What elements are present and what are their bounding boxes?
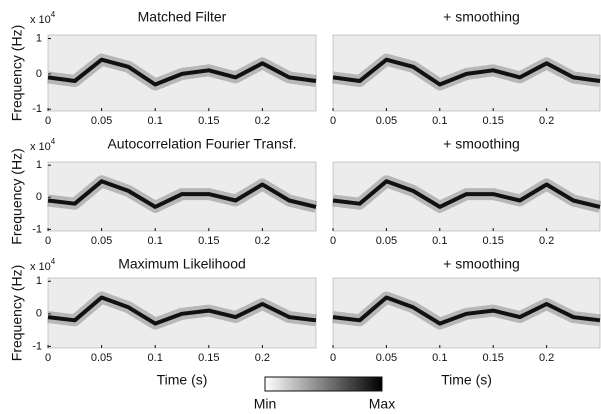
x-tick-label: 0.15 bbox=[198, 235, 219, 247]
x-tick-label: 0.2 bbox=[539, 352, 554, 364]
x-tick-label: 0.15 bbox=[482, 352, 503, 364]
x-tick-label: 0.05 bbox=[91, 115, 112, 127]
panel-title: + smoothing bbox=[443, 256, 520, 272]
axis-multiplier: x 104 bbox=[30, 137, 56, 153]
x-tick-label: 0.15 bbox=[482, 115, 503, 127]
y-tick-label: 0 bbox=[36, 191, 42, 203]
y-axis-label: Frequency (Hz) bbox=[9, 25, 25, 121]
y-tick-label: 0 bbox=[36, 68, 42, 80]
x-tick-label: 0.2 bbox=[255, 235, 270, 247]
x-tick-label: 0.2 bbox=[255, 115, 270, 127]
y-tick-label: -1 bbox=[32, 103, 42, 115]
x-axis-label: Time (s) bbox=[157, 372, 208, 388]
x-tick-label: 0 bbox=[330, 235, 336, 247]
colorbar-max: Max bbox=[369, 396, 395, 412]
y-tick-label: 1 bbox=[36, 159, 42, 171]
ridge-line bbox=[47, 295, 317, 326]
x-tick-label: 0 bbox=[330, 352, 336, 364]
y-tick-label: -1 bbox=[32, 223, 42, 235]
ridge-line bbox=[332, 57, 601, 87]
ridge-line bbox=[47, 57, 317, 87]
y-tick-label: 0 bbox=[36, 308, 42, 320]
x-tick-label: 0.1 bbox=[148, 352, 163, 364]
y-tick-label: 1 bbox=[36, 275, 42, 287]
x-tick-label: 0.05 bbox=[91, 235, 112, 247]
x-tick-label: 0.2 bbox=[255, 352, 270, 364]
y-tick-label: 1 bbox=[36, 32, 42, 44]
colorbar-min: Min bbox=[254, 396, 277, 412]
x-axis-label: Time (s) bbox=[441, 372, 492, 388]
panel-title: + smoothing bbox=[443, 136, 520, 152]
x-tick-label: 0 bbox=[45, 235, 51, 247]
ridge-line bbox=[332, 179, 601, 209]
x-tick-label: 0.05 bbox=[376, 352, 397, 364]
colorbar bbox=[264, 376, 383, 392]
x-tick-label: 0.1 bbox=[432, 115, 447, 127]
x-tick-label: 0.1 bbox=[432, 352, 447, 364]
x-tick-label: 0.2 bbox=[539, 235, 554, 247]
y-tick-label: -1 bbox=[32, 340, 42, 352]
panel-background bbox=[47, 161, 317, 232]
x-tick-label: 0.15 bbox=[198, 352, 219, 364]
axis-multiplier: x 104 bbox=[30, 10, 56, 26]
x-tick-label: 0.05 bbox=[91, 352, 112, 364]
x-tick-label: 0.15 bbox=[198, 115, 219, 127]
x-tick-label: 0.1 bbox=[432, 235, 447, 247]
x-tick-label: 0 bbox=[330, 115, 336, 127]
x-tick-label: 0.2 bbox=[539, 115, 554, 127]
panel-background bbox=[332, 161, 601, 232]
panel-title: + smoothing bbox=[443, 9, 520, 25]
panel-title: Maximum Likelihood bbox=[118, 256, 246, 272]
panel-title: Autocorrelation Fourier Transf. bbox=[107, 136, 296, 152]
x-tick-label: 0.05 bbox=[376, 115, 397, 127]
y-axis-label: Frequency (Hz) bbox=[9, 148, 25, 244]
x-tick-label: 0.1 bbox=[148, 235, 163, 247]
x-tick-label: 0 bbox=[45, 115, 51, 127]
x-tick-label: 0 bbox=[45, 352, 51, 364]
y-axis-label: Frequency (Hz) bbox=[9, 265, 25, 361]
x-tick-label: 0.15 bbox=[482, 235, 503, 247]
panel-title: Matched Filter bbox=[138, 9, 227, 25]
ridge-line bbox=[332, 295, 601, 326]
x-tick-label: 0.1 bbox=[148, 115, 163, 127]
x-tick-label: 0.05 bbox=[376, 235, 397, 247]
ridge-line bbox=[47, 179, 317, 209]
axis-multiplier: x 104 bbox=[30, 257, 56, 273]
